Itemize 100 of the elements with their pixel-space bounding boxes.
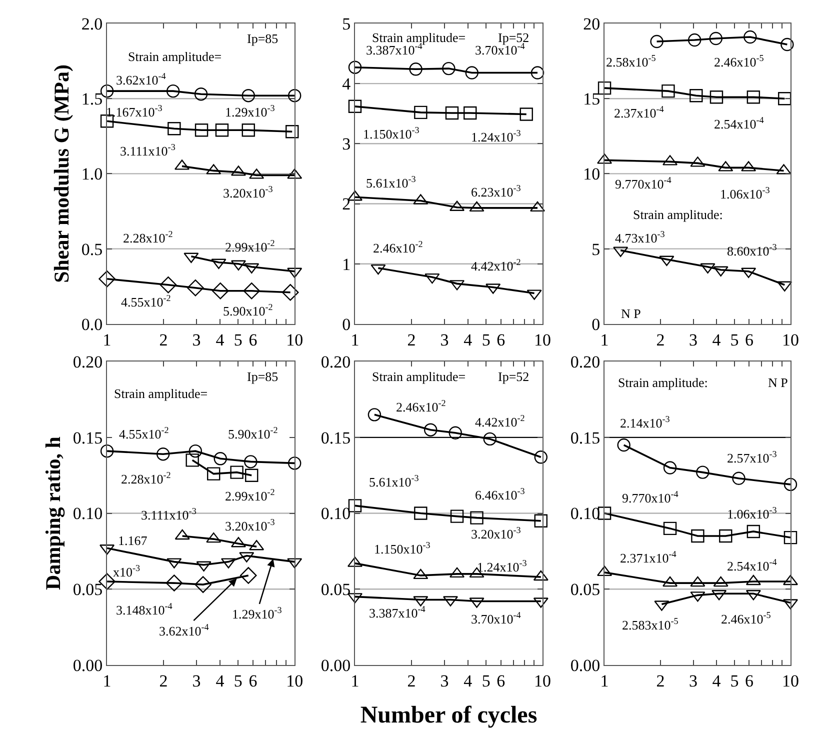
- annotation: 4.42x10$^{-2}$: [475, 413, 526, 430]
- y-tick-label: 0.15: [320, 428, 351, 448]
- y-tick-label: 4: [342, 74, 352, 94]
- y-axis-title: Shear modulus G (MPa): [50, 64, 74, 283]
- annotation: 2.371x10$^{-4}$: [620, 549, 677, 566]
- annotation: 9.770x10$^{-4}$: [615, 175, 672, 192]
- x-tick-label: 10: [782, 330, 799, 350]
- x-tick-label: 3: [440, 671, 449, 690]
- annotation: 1.29x10$^{-3}$: [225, 103, 276, 120]
- annotation: 2.37x10$^{-4}$: [614, 104, 664, 120]
- x-tick-label: 2: [656, 671, 665, 690]
- annotation: Ip=52: [498, 369, 530, 384]
- annotation: 2.99x10$^{-2}$: [225, 238, 276, 254]
- annotation: 2.99x10$^{-2}$: [225, 487, 276, 504]
- y-tick-label: 0.00: [570, 656, 600, 675]
- annotation: 1.06x10$^{-3}$: [720, 185, 770, 202]
- annotation: 2.28x10$^{-2}$: [121, 470, 172, 486]
- x-tick-label: 4: [464, 330, 473, 350]
- y-tick-label: 0.05: [570, 580, 600, 600]
- annotation: 1.29x10$^{-3}$: [232, 605, 282, 622]
- annotation: 2.54x10$^{-4}$: [714, 115, 764, 132]
- annotation: 2.54x10$^{-4}$: [727, 557, 778, 574]
- y-tick-label: 10: [583, 164, 600, 184]
- annotation: 9.770x10$^{-4}$: [622, 489, 679, 506]
- annotation: 2.46x10$^{-2}$: [396, 398, 446, 414]
- annotation: 4.73x10$^{-3}$: [615, 229, 666, 246]
- annotation: 6.23x10$^{-3}$: [471, 183, 522, 200]
- annotation: 2.57x10$^{-3}$: [727, 449, 778, 466]
- annotation: 1.150x10$^{-3}$: [363, 125, 420, 142]
- annotation: 3.387x10$^{-4}$: [369, 604, 426, 620]
- annotation: 2.583x10$^{-5}$: [622, 616, 679, 632]
- annotation: 6.46x10$^{-3}$: [475, 486, 526, 502]
- x-tick-label: 3: [440, 330, 449, 350]
- y-tick-label: 0.00: [72, 656, 103, 675]
- y-tick-label: 15: [583, 90, 600, 109]
- y-tick-label: 0.10: [320, 504, 351, 524]
- x-tick-label: 6: [496, 330, 506, 350]
- annotation: 3.20x10$^{-3}$: [225, 517, 276, 534]
- annotation: N P: [768, 375, 788, 390]
- y-tick-label: 0.20: [570, 352, 600, 372]
- x-tick-label: 3: [192, 330, 201, 350]
- annotation: 2.46x10$^{-2}$: [373, 239, 424, 256]
- annotation: N P: [621, 306, 641, 321]
- y-tick-label: 0.5: [81, 240, 103, 259]
- annotation: 4.55x10$^{-2}$: [119, 425, 170, 442]
- annotation: Strain amplitude=: [372, 369, 466, 384]
- x-tick-label: 4: [216, 671, 225, 690]
- y-tick-label: 0.05: [320, 580, 351, 600]
- annotation: 2.58x10$^{-5}$: [606, 53, 656, 70]
- x-tick-label: 3: [192, 671, 201, 690]
- annotation: Strain amplitude:: [633, 207, 723, 222]
- x-tick-label: 5: [234, 671, 242, 690]
- x-tick-label: 3: [689, 330, 698, 350]
- y-tick-label: 1.5: [81, 90, 103, 109]
- x-tick-label: 3: [689, 671, 698, 690]
- annotation: 1.24x10$^{-3}$: [477, 558, 528, 574]
- annotation: Ip=85: [247, 369, 278, 384]
- x-tick-label: 5: [234, 330, 242, 350]
- annotation: 3.62x10$^{-4}$: [159, 622, 210, 638]
- annotation: 1.167: [118, 533, 148, 548]
- x-tick-label: 10: [782, 671, 799, 690]
- x-tick-label: 5: [482, 671, 490, 690]
- annotation: 8.60x10$^{-3}$: [727, 242, 778, 258]
- y-tick-label: 5: [342, 14, 351, 34]
- x-tick-label: 10: [286, 671, 304, 690]
- x-tick-label: 6: [248, 671, 258, 690]
- y-tick-label: 0.10: [72, 504, 103, 524]
- x-tick-label: 2: [159, 671, 168, 690]
- x-tick-label: 4: [216, 330, 225, 350]
- y-tick-label: 5: [592, 240, 600, 259]
- y-tick-label: 0.15: [72, 428, 103, 448]
- x-tick-label: 10: [534, 330, 552, 350]
- annotation: Strain amplitude:: [618, 375, 708, 390]
- x-tick-label: 10: [286, 330, 304, 350]
- annotation: 3.70x10$^{-4}$: [471, 610, 522, 626]
- x-tick-label: 5: [482, 330, 490, 350]
- x-tick-label: 2: [656, 330, 665, 350]
- annotation: 5.61x10$^{-3}$: [366, 174, 416, 190]
- annotation: 4.42x10$^{-2}$: [471, 257, 522, 274]
- x-tick-label: 2: [159, 330, 168, 350]
- x-tick-label: 6: [744, 671, 754, 690]
- annotation: Strain amplitude=: [128, 49, 222, 64]
- annotation: 5.90x10$^{-2}$: [223, 302, 274, 318]
- annotation: 4.55x10$^{-2}$: [121, 293, 172, 310]
- annotation: 3.20x10$^{-3}$: [471, 525, 522, 542]
- annotation: 3.148x10$^{-4}$: [116, 601, 173, 618]
- x-tick-label: 2: [407, 330, 416, 350]
- x-tick-label: 10: [534, 671, 552, 690]
- annotation: 2.46x10$^{-5}$: [714, 53, 764, 70]
- x-tick-label: 4: [464, 671, 473, 690]
- y-tick-label: 3: [342, 134, 351, 154]
- annotation: Strain amplitude=: [114, 386, 208, 401]
- annotation: 1.150x10$^{-3}$: [374, 540, 431, 556]
- annotation: 2.46x10$^{-5}$: [721, 610, 772, 626]
- annotation: 1.167x10$^{-3}$: [106, 103, 163, 120]
- y-tick-label: 0: [342, 314, 351, 334]
- annotation: 2.28x10$^{-2}$: [123, 229, 174, 246]
- annotation: 5.61x10$^{-3}$: [369, 473, 420, 490]
- annotation: 1.06x10$^{-3}$: [727, 505, 778, 522]
- annotation: Ip=85: [247, 31, 278, 46]
